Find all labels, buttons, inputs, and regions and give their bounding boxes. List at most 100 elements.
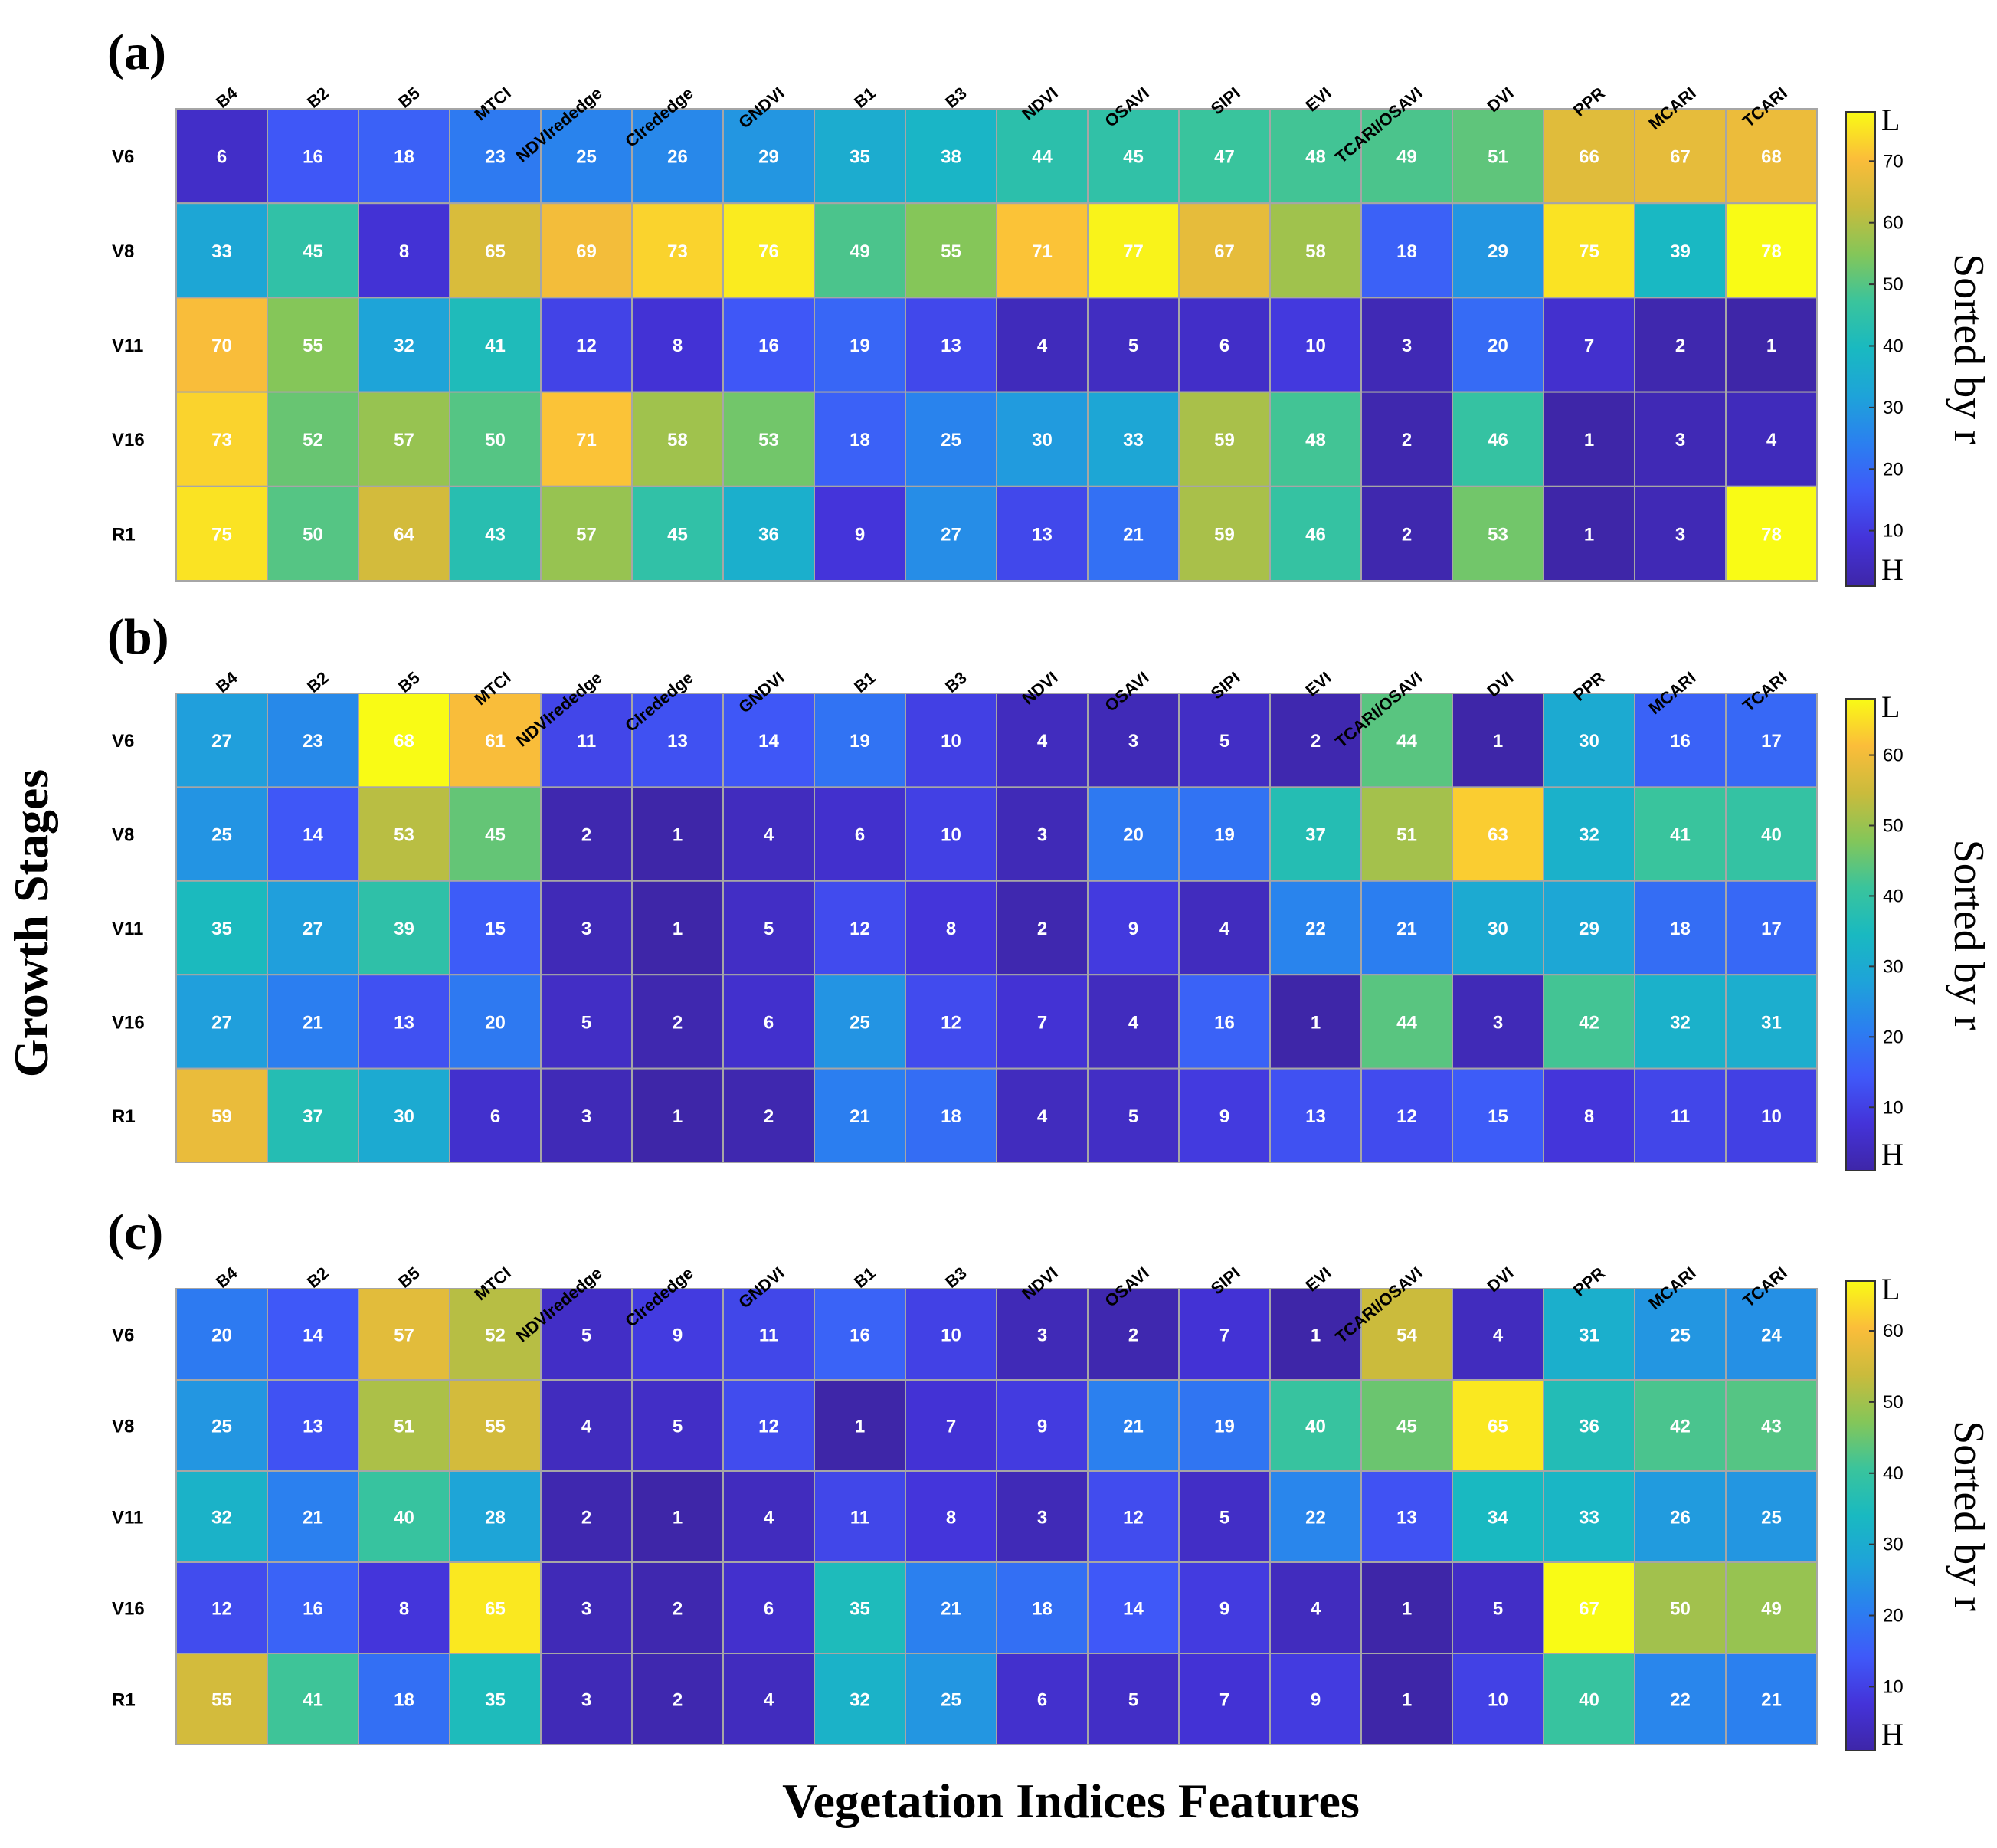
cell-value: 17: [1761, 919, 1782, 939]
heatmap-cell: [1634, 1379, 1727, 1472]
cell-value: 2: [1402, 524, 1412, 545]
cell-value: 68: [1761, 147, 1782, 168]
cell-value: 19: [850, 336, 870, 356]
heatmap-cell: [1360, 1653, 1453, 1745]
heatmap-cell: [1452, 1379, 1544, 1472]
heatmap-cell: [1634, 1067, 1727, 1163]
cell-value: 18: [394, 147, 414, 168]
panel-label: (a): [107, 25, 166, 80]
heatmap-cell: [631, 1470, 724, 1563]
cell-value: 58: [1305, 241, 1326, 262]
cell-value: 8: [673, 336, 683, 356]
cell-value: 36: [1579, 1417, 1599, 1437]
cell-value: 29: [1579, 919, 1599, 939]
cell-value: 12: [850, 919, 870, 939]
cell-value: 16: [758, 336, 779, 356]
heatmap-cell: [814, 1561, 906, 1654]
cell-value: 43: [1761, 1417, 1782, 1437]
cell-value: 6: [855, 825, 865, 846]
heatmap-cell: [1087, 485, 1180, 582]
colorbar-title: Sorted by r: [1945, 840, 1992, 1030]
cell-value: 21: [1123, 1417, 1144, 1437]
heatmap-cell: [1269, 1288, 1362, 1381]
cell-value: 25: [941, 430, 961, 451]
heatmap-cell: [1360, 297, 1453, 393]
heatmap-cell: [1360, 1379, 1453, 1472]
cell-value: 19: [850, 731, 870, 752]
heatmap-cell: [1634, 1653, 1727, 1745]
cell-value: 45: [303, 241, 323, 262]
cell-value: 18: [1396, 241, 1417, 262]
cell-value: 61: [485, 731, 506, 752]
column-label: B3: [941, 84, 971, 112]
cell-value: 2: [673, 1690, 683, 1711]
heatmap-cell: [175, 1379, 268, 1472]
heatmap-cell: [1725, 1379, 1818, 1472]
cell-value: 67: [1670, 147, 1691, 168]
cell-value: 10: [941, 1325, 961, 1346]
colorbar: [1845, 1280, 1876, 1751]
cell-value: 16: [303, 147, 323, 168]
cell-value: 40: [1305, 1417, 1326, 1437]
heatmap-cell: [1269, 297, 1362, 393]
cell-value: 4: [1311, 1599, 1321, 1620]
column-label: B1: [850, 668, 879, 696]
colorbar-tick-label: 60: [1883, 213, 1904, 234]
cell-value: 2: [581, 1508, 591, 1529]
cell-value: 14: [758, 731, 779, 752]
heatmap-cell: [1634, 1470, 1727, 1563]
cell-value: 65: [485, 241, 506, 262]
cell-value: 4: [1493, 1325, 1504, 1346]
heatmap-cell: [1543, 786, 1635, 882]
cell-value: 9: [673, 1325, 683, 1346]
cell-value: 50: [1670, 1599, 1691, 1620]
heatmap-cell: [1725, 786, 1818, 882]
heatmap-cell: [358, 1470, 450, 1563]
cell-value: 67: [1579, 1599, 1599, 1620]
colorbar-tick-label: 10: [1883, 521, 1904, 542]
cell-value: 32: [1670, 1012, 1691, 1033]
cell-value: 14: [303, 1325, 323, 1346]
cell-value: 7: [1584, 336, 1594, 356]
heatmap-cell: [175, 1067, 268, 1163]
cell-value: 48: [1305, 147, 1326, 168]
cell-value: 10: [1761, 1106, 1782, 1127]
cell-value: 37: [303, 1106, 323, 1127]
colorbar-title: Sorted by r: [1945, 254, 1992, 444]
cell-value: 75: [211, 524, 232, 545]
cell-value: 68: [394, 731, 414, 752]
heatmap-cell: [449, 1288, 542, 1381]
cell-value: 32: [850, 1690, 870, 1711]
heatmap-cell: [540, 880, 633, 976]
heatmap-cell: [1543, 1470, 1635, 1563]
heatmap-cell: [1725, 880, 1818, 976]
cell-value: 10: [941, 731, 961, 752]
heatmap-cell: [358, 202, 450, 299]
cell-value: 22: [1670, 1690, 1691, 1711]
heatmap-cell: [996, 1470, 1089, 1563]
cell-value: 35: [485, 1690, 506, 1711]
heatmap-cell: [540, 1288, 633, 1381]
heatmap-cell: [905, 202, 997, 299]
cell-value: 75: [1579, 241, 1599, 262]
colorbar-high-label: L: [1881, 1272, 1900, 1306]
heatmap-cell: [996, 1067, 1089, 1163]
colorbar-tick-label: 30: [1883, 1535, 1904, 1555]
cell-value: 23: [485, 147, 506, 168]
cell-value: 29: [758, 147, 779, 168]
cell-value: 3: [581, 919, 591, 939]
cell-value: 76: [758, 241, 779, 262]
cell-value: 59: [211, 1106, 232, 1127]
heatmap-cell: [449, 1067, 542, 1163]
cell-value: 1: [673, 825, 683, 846]
cell-value: 13: [1032, 524, 1053, 545]
heatmap-cell: [1543, 485, 1635, 582]
cell-value: 1: [1402, 1690, 1412, 1711]
cell-value: 25: [1761, 1508, 1782, 1529]
cell-value: 28: [485, 1508, 506, 1529]
cell-value: 46: [1488, 430, 1508, 451]
cell-value: 46: [1305, 524, 1326, 545]
heatmap-cell: [1269, 1470, 1362, 1563]
cell-value: 51: [1396, 825, 1417, 846]
